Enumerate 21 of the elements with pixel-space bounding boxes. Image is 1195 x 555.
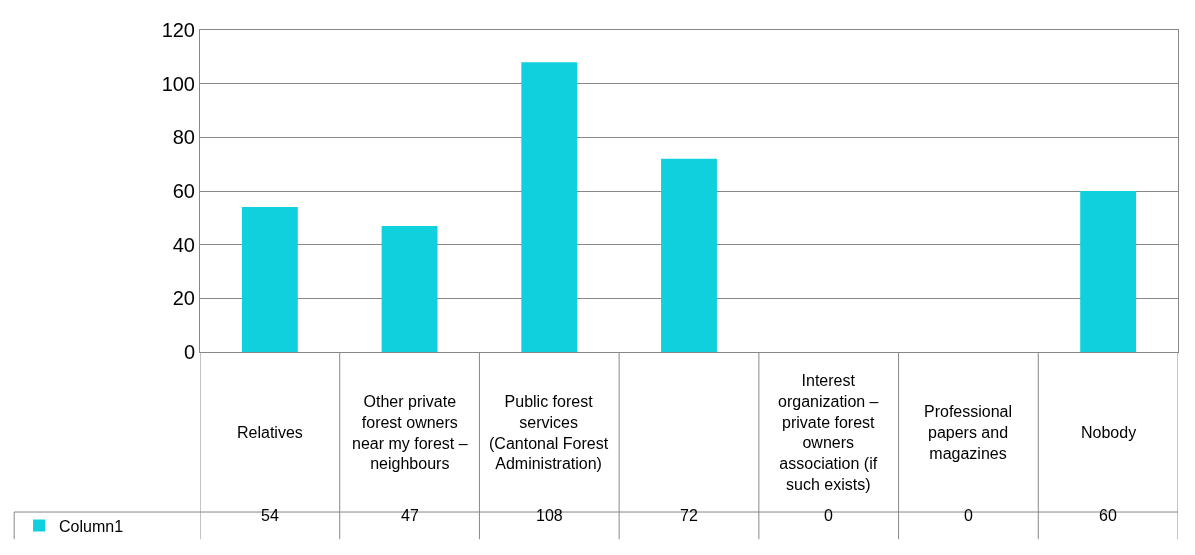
data-label: 0 [824, 507, 833, 524]
y-tick-label: 120 [161, 19, 195, 41]
data-label: 47 [401, 507, 419, 524]
y-tick-label: 60 [172, 180, 195, 202]
legend-label: Column1 [59, 517, 124, 535]
y-tick-label: 20 [172, 287, 195, 310]
x-tick-label: Relatives [237, 424, 303, 441]
x-tick-label: Nobody [1081, 424, 1137, 441]
y-tick-label: 80 [172, 126, 195, 149]
x-tick-label: Professional papers and magazines [924, 403, 1013, 462]
data-label: 60 [1099, 507, 1117, 524]
data-label: 108 [536, 507, 563, 524]
data-label: 0 [964, 507, 973, 524]
y-tick-label: 100 [161, 72, 195, 95]
y-tick-label: 0 [183, 341, 195, 363]
data-label: 72 [680, 507, 698, 524]
x-tick-label: Interest organization – private forest owners association (if such exists) [778, 372, 879, 493]
x-tick-label: Public forest services (Cantonal Forest Administration) [489, 393, 609, 473]
data-label: 54 [261, 507, 279, 524]
y-tick-label: 40 [172, 233, 195, 256]
x-tick-label: Other private forest owners near my forest – neighbours [352, 393, 468, 473]
